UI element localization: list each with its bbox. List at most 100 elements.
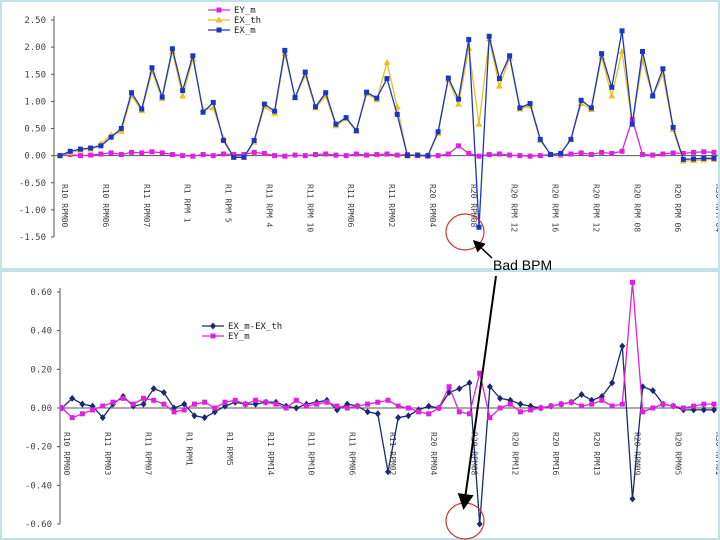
data-point-EX_m <box>159 94 165 100</box>
data-point-EX_m <box>680 156 686 162</box>
x-tick-label: R10 RPM06 <box>101 184 110 228</box>
data-point-EX_m-EX_th <box>466 379 473 387</box>
data-point-EY_m <box>660 401 666 407</box>
data-point-EX_m <box>394 111 400 117</box>
data-point-EX_m-EX_th <box>446 389 453 397</box>
data-point-EX_m <box>599 51 605 57</box>
data-point-EY_m <box>323 151 329 157</box>
x-tick-label: R1 RPM1 <box>184 432 193 466</box>
data-point-EX_m-EX_th <box>578 390 585 398</box>
data-point-EY_m <box>640 409 646 415</box>
data-point-EX_m <box>343 115 349 121</box>
bottom-chart: -0.60 -0.40 -0.20 0.00 0.20 0.40 0.60 R10 RPM00… <box>25 279 718 530</box>
data-point-EX_m <box>118 126 124 131</box>
data-point-EY_m <box>232 397 238 403</box>
data-point-EY_m <box>660 151 666 157</box>
data-point-EY_m <box>507 401 513 407</box>
data-point-EX_m <box>456 96 462 102</box>
x-tick-label: R11 RPM03 <box>103 432 112 476</box>
data-point-EX_m <box>527 101 533 107</box>
data-point-EY_m <box>619 148 625 154</box>
legend-marker <box>215 16 223 23</box>
x-tick-label: R20 RPM 06 <box>673 184 682 232</box>
data-point-EX_m <box>98 143 104 149</box>
data-point-EY_m <box>261 150 267 156</box>
data-point-EX_m <box>364 89 370 95</box>
data-point-EX_m <box>568 136 574 142</box>
data-point-EY_m <box>650 405 656 411</box>
data-point-EX_m-EX_th <box>160 389 167 397</box>
x-tick-label: R1 RPM5 <box>225 432 234 466</box>
data-point-EY_m <box>374 152 380 158</box>
y-tick-label: 0.20 <box>30 365 52 375</box>
y-tick-label: -0.40 <box>25 481 52 491</box>
x-tick-label: R20 RPM04 <box>428 184 437 228</box>
x-tick-label: R20 RPM13 <box>592 432 601 476</box>
data-point-EY_m <box>100 403 106 409</box>
data-point-EY_m <box>375 399 381 405</box>
data-point-EX_m-EX_th <box>619 342 626 350</box>
y-tick-label: 0.60 <box>30 288 52 298</box>
data-point-EX_m-EX_th <box>69 394 76 402</box>
data-point-EY_m <box>467 411 472 417</box>
data-point-EY_m <box>507 152 513 158</box>
data-point-EX_m-EX_th <box>609 379 616 387</box>
data-point-EY_m <box>292 152 298 158</box>
annotation-arrow <box>457 275 497 510</box>
data-point-EX_m-EX_th <box>711 406 717 414</box>
x-tick-label: R20 RPM 12 <box>510 184 519 232</box>
data-point-EX_m-EX_th <box>486 383 493 391</box>
data-point-EX_m <box>558 150 564 156</box>
x-tick-label: R20 RPM04 <box>429 432 438 476</box>
data-point-EY_m <box>181 407 187 413</box>
data-point-EY_m <box>527 153 533 159</box>
data-point-EY_m <box>456 409 462 415</box>
y-tick-label: 0.50 <box>24 125 46 135</box>
data-point-EX_m <box>466 37 472 43</box>
data-point-EX_m-EX_th <box>517 400 524 408</box>
data-point-EY_m <box>650 152 656 158</box>
data-point-EX_m <box>302 69 308 75</box>
data-point-EY_m <box>680 150 686 156</box>
data-point-EX_m <box>701 155 707 161</box>
data-point-EY_m <box>599 397 605 403</box>
data-point-EX_m <box>578 97 584 103</box>
x-tick-label: R20 RPM16 <box>551 432 560 476</box>
data-point-EY_m <box>486 152 492 158</box>
data-point-EX_m <box>221 137 226 143</box>
data-point-EY_m <box>273 401 279 407</box>
data-point-EX_m-EX_th <box>700 406 707 414</box>
data-point-EY_m <box>180 153 186 159</box>
data-point-EY_m <box>169 152 175 158</box>
data-point-EX_m-EX_th <box>497 394 504 402</box>
data-point-EY_m <box>263 399 269 405</box>
x-tick-label: R11 RPM02 <box>387 184 396 228</box>
x-tick-label: R10 RPM00 <box>60 184 69 228</box>
data-point-EX_m <box>445 75 451 81</box>
data-point-EY_m <box>110 399 116 405</box>
data-point-EY_m <box>202 399 208 405</box>
data-point-EY_m <box>190 153 196 159</box>
data-point-EY_m <box>191 401 197 407</box>
data-point-EX_m <box>312 104 318 110</box>
x-tick-label: R11 RPM 4 <box>264 184 273 228</box>
x-tick-label: R1 RPM 5 <box>224 184 233 223</box>
data-point-EY_m <box>385 397 391 403</box>
highlight-circle <box>445 213 485 251</box>
data-point-EX_m-EX_th <box>629 495 636 503</box>
data-point-EX_th <box>577 100 585 107</box>
data-point-EX_m <box>292 95 298 101</box>
data-point-EY_m <box>333 152 339 158</box>
data-point-EY_m <box>384 151 390 157</box>
data-point-EX_m <box>169 46 175 52</box>
data-point-EY_m <box>680 405 686 411</box>
data-point-EY_m <box>639 152 645 158</box>
x-tick-label: R1 RPM 1 <box>183 184 192 223</box>
data-point-EX_m-EX_th <box>395 414 402 422</box>
highlight-circle <box>445 502 485 540</box>
y-tick-label: -1.50 <box>19 233 46 243</box>
y-tick-label: 0.00 <box>24 152 46 162</box>
data-point-EY_m <box>568 151 574 157</box>
y-tick-label: 2.00 <box>24 43 46 53</box>
data-point-EY_m <box>496 151 502 157</box>
